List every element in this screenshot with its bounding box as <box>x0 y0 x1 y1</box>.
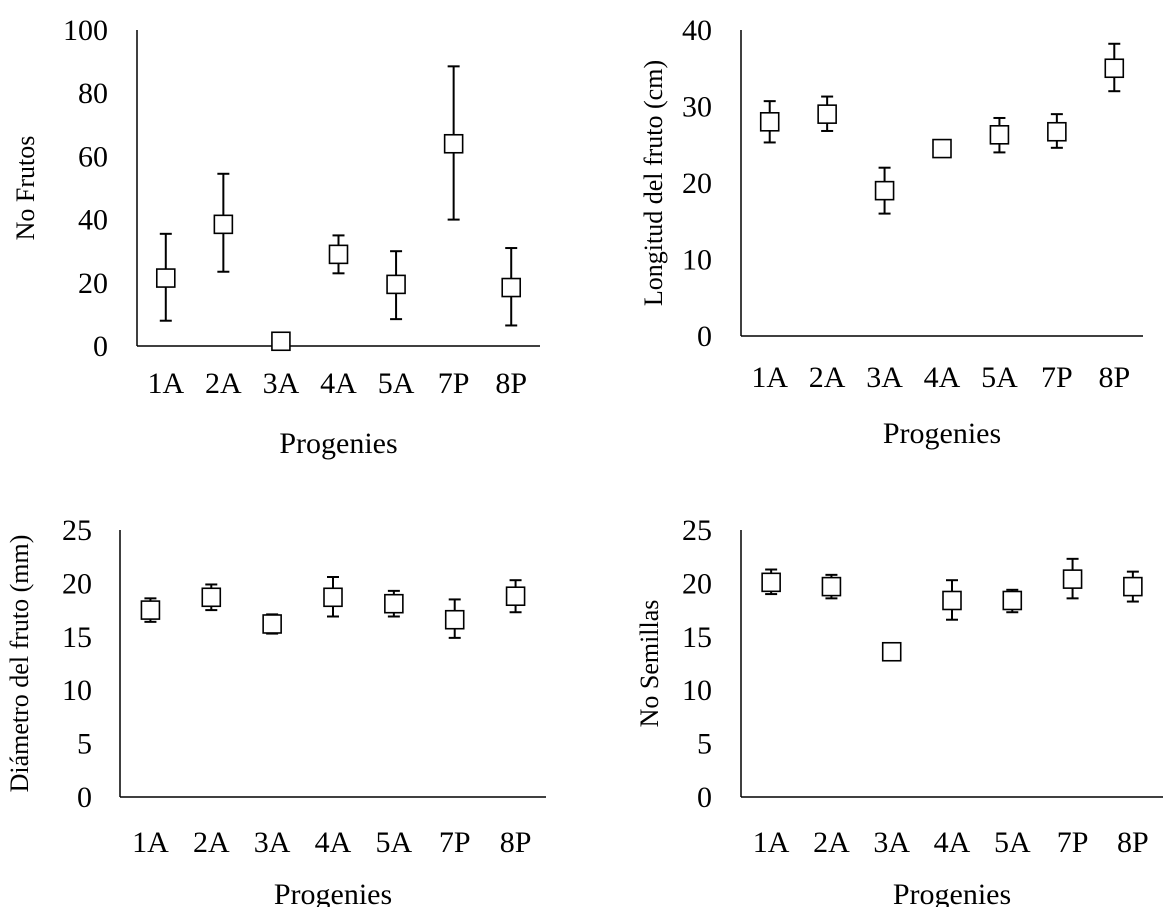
x-tick-label: 5A <box>376 826 413 859</box>
y-axis-title: No Semillas <box>635 600 664 728</box>
x-tick-label: 1A <box>147 367 184 400</box>
x-tick-label: 4A <box>320 367 357 400</box>
x-tick-label: 1A <box>753 826 790 859</box>
y-tick-label: 10 <box>682 674 712 707</box>
data-point-marker <box>881 641 902 662</box>
x-axis-title: Progenies <box>279 427 397 460</box>
data-point-marker <box>1047 121 1067 142</box>
data-point-marker <box>759 112 780 132</box>
x-tick-label: 1A <box>751 361 788 394</box>
data-point-marker <box>1062 569 1083 589</box>
x-tick-label: 8P <box>1098 361 1130 394</box>
x-tick-label: 5A <box>378 367 415 400</box>
data-point-marker <box>328 244 349 265</box>
data-point-marker <box>761 572 781 593</box>
y-axis-title: Longitud del fruto (cm) <box>639 60 668 306</box>
y-tick-label: 15 <box>62 621 92 654</box>
x-tick-label: 3A <box>254 826 291 859</box>
y-tick-label: 60 <box>78 140 108 173</box>
data-point-marker <box>817 104 837 124</box>
data-point-marker <box>323 587 343 608</box>
y-tick-label: 0 <box>697 781 712 814</box>
y-tick-label: 25 <box>62 514 92 547</box>
data-point-marker <box>140 600 161 620</box>
x-axis-title: Progenies <box>274 878 392 907</box>
y-tick-label: 15 <box>682 621 712 654</box>
y-tick-label: 25 <box>682 514 712 547</box>
x-tick-label: 8P <box>495 367 527 400</box>
chart-panel-3: 0 5 10 15 20 25 1A 2A 3A 4A 5A 7P 8P Progenies Diámetr… <box>5 514 546 907</box>
data-point-marker <box>443 133 464 154</box>
data-point-marker <box>501 277 522 298</box>
chart-panel-1: 0 20 40 60 80 100 1A 2A 3A 4A 5A 7P 8P Progenies No Fr… <box>11 14 540 460</box>
data-point-marker <box>1002 590 1023 611</box>
data-point-marker <box>1104 58 1125 79</box>
x-tick-label: 7P <box>1057 826 1089 859</box>
data-point-marker <box>932 138 952 159</box>
y-tick-label: 5 <box>697 728 712 761</box>
y-axis-title: No Frutos <box>11 136 40 241</box>
data-point-marker <box>444 609 465 630</box>
data-point-marker <box>155 268 176 288</box>
x-axis-title: Progenies <box>883 417 1001 450</box>
y-tick-label: 20 <box>78 267 108 300</box>
data-point-marker <box>262 614 282 634</box>
data-point-marker <box>384 593 404 614</box>
data-point-marker <box>213 214 234 235</box>
x-tick-label: 5A <box>981 361 1018 394</box>
y-axis-title: Diámetro del fruto (mm) <box>5 535 34 793</box>
data-point-marker <box>942 590 962 611</box>
y-tick-label: 40 <box>682 14 712 47</box>
data-point-marker <box>386 274 406 295</box>
data-point-marker <box>1123 576 1143 597</box>
y-tick-label: 100 <box>63 14 108 47</box>
x-tick-label: 7P <box>439 826 471 859</box>
y-tick-label: 0 <box>77 781 92 814</box>
x-tick-label: 3A <box>873 826 910 859</box>
x-tick-label: 8P <box>500 826 532 859</box>
data-point-marker <box>874 180 895 201</box>
y-tick-label: 0 <box>93 330 108 363</box>
y-tick-label: 5 <box>77 728 92 761</box>
y-tick-label: 10 <box>62 674 92 707</box>
data-point-marker <box>989 125 1010 145</box>
x-tick-label: 4A <box>924 361 961 394</box>
y-tick-label: 30 <box>682 91 712 124</box>
data-point-marker <box>821 576 842 597</box>
data-point-marker <box>271 331 291 352</box>
chart-panel-4: 0 5 10 15 20 25 1A 2A 3A 4A 5A 7P 8P Progenies No Semi… <box>635 514 1163 907</box>
data-point-marker <box>201 587 222 608</box>
y-tick-label: 10 <box>682 244 712 277</box>
x-tick-label: 5A <box>994 826 1031 859</box>
data-point-marker <box>505 586 526 607</box>
x-tick-label: 1A <box>132 826 169 859</box>
y-tick-label: 20 <box>682 167 712 200</box>
y-tick-label: 40 <box>78 204 108 237</box>
x-tick-label: 2A <box>205 367 242 400</box>
x-tick-label: 7P <box>1041 361 1073 394</box>
x-tick-label: 2A <box>813 826 850 859</box>
x-axis-title: Progenies <box>893 878 1011 907</box>
chart-panel-2: 0 10 20 30 40 1A 2A 3A 4A 5A 7P 8P Progenies Longitud… <box>639 14 1143 450</box>
x-tick-label: 2A <box>193 826 230 859</box>
x-tick-label: 8P <box>1117 826 1149 859</box>
y-tick-label: 80 <box>78 77 108 110</box>
x-tick-label: 3A <box>263 367 300 400</box>
x-tick-label: 4A <box>934 826 971 859</box>
x-tick-label: 3A <box>866 361 903 394</box>
y-tick-label: 20 <box>62 567 92 600</box>
y-tick-label: 0 <box>697 320 712 353</box>
x-tick-label: 7P <box>438 367 470 400</box>
y-tick-label: 20 <box>682 567 712 600</box>
x-tick-label: 2A <box>809 361 846 394</box>
x-tick-label: 4A <box>315 826 352 859</box>
